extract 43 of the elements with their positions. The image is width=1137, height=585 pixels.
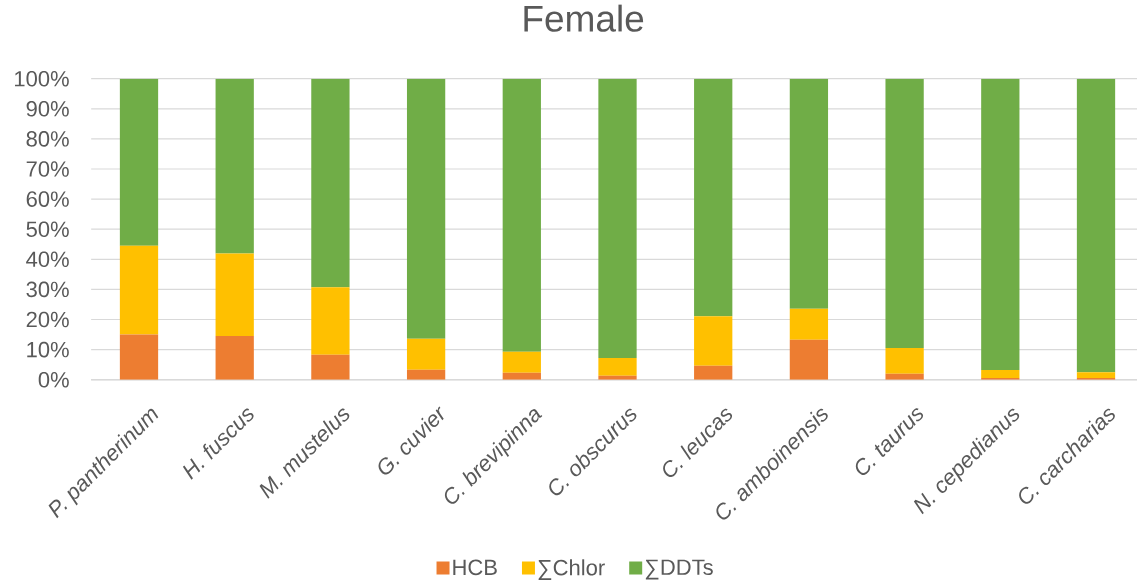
chart-title: Female: [524, 4, 644, 32]
y-tick-label: 30%: [26, 281, 69, 298]
legend-label: ∑Chlor: [538, 559, 605, 580]
bar: [694, 365, 733, 380]
bar: [215, 78, 254, 254]
y-tick-label: 60%: [26, 191, 69, 207]
bar: [215, 336, 254, 380]
bar: [119, 334, 159, 380]
legend-label: ∑DDTs: [645, 559, 713, 580]
bar: [406, 338, 446, 370]
bar: [981, 370, 1020, 378]
bar: [311, 354, 350, 380]
bar: [1076, 78, 1116, 373]
y-tick-label: 20%: [26, 311, 69, 328]
bar: [406, 78, 446, 339]
bar: [598, 358, 637, 376]
bar: [406, 369, 446, 380]
bar: [598, 78, 637, 359]
bar: [311, 78, 350, 288]
bar: [789, 339, 829, 380]
bar: [311, 287, 350, 355]
bar: [119, 245, 159, 335]
bar: [789, 308, 829, 340]
y-tick-label: 80%: [26, 131, 69, 147]
bar: [981, 78, 1020, 371]
y-tick-label: 10%: [27, 341, 69, 358]
y-tick-label: 40%: [26, 251, 69, 268]
bar: [694, 78, 733, 317]
y-tick-label: 90%: [26, 101, 69, 117]
bar: [502, 78, 541, 352]
legend-label: HCB: [453, 559, 497, 576]
y-tick-label: 50%: [26, 221, 69, 237]
bar: [885, 348, 924, 374]
bar: [789, 78, 829, 309]
bar: [502, 351, 541, 373]
bar: [1076, 372, 1116, 378]
bar: [885, 78, 924, 349]
bar: [694, 316, 733, 366]
y-tick-label: 70%: [26, 161, 69, 177]
y-tick-label: 100%: [15, 70, 69, 87]
bar: [119, 78, 159, 246]
y-tick-label: 0%: [38, 371, 69, 388]
bar: [215, 253, 254, 337]
